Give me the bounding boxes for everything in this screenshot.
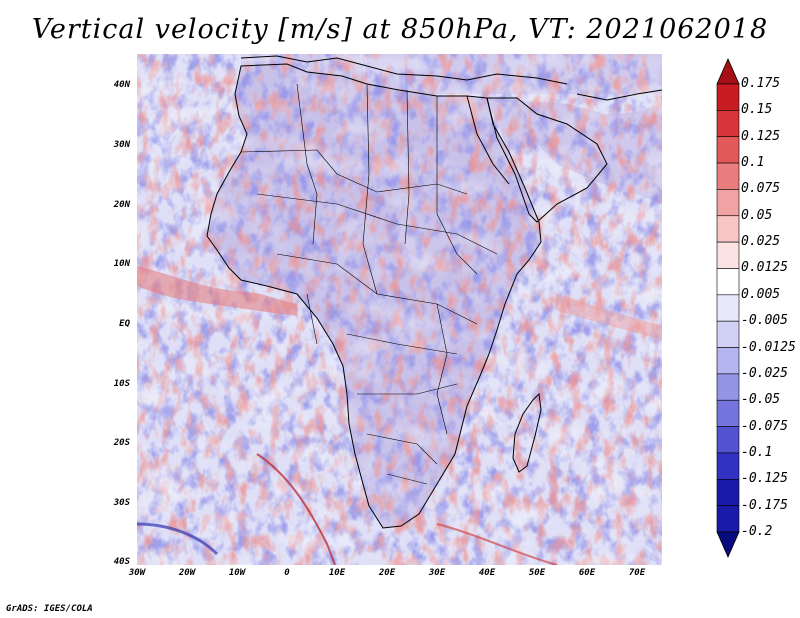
calm-texture bbox=[137, 54, 662, 565]
frontal-line-3 bbox=[436, 523, 558, 565]
frontal-line-1 bbox=[256, 453, 336, 565]
colorbar-label: 0.175 bbox=[741, 76, 781, 91]
colorbar-label: 0.005 bbox=[741, 286, 781, 302]
colorbar-segment bbox=[716, 373, 740, 401]
colorbar-segment bbox=[716, 399, 740, 427]
colorbar-label: -0.0125 bbox=[741, 339, 796, 355]
frontal-line-2 bbox=[137, 522, 219, 556]
map-frame bbox=[137, 54, 662, 565]
colorbar-label: -0.025 bbox=[741, 365, 788, 381]
colorbar-segment bbox=[716, 189, 740, 217]
colorbar-segment bbox=[716, 320, 740, 348]
colorbar-label: -0.075 bbox=[741, 418, 788, 434]
colorbar-label: 0.125 bbox=[741, 128, 781, 144]
colorbar-segment bbox=[716, 241, 740, 269]
colorbar-top-arrow bbox=[716, 58, 740, 85]
indian-ocean-band bbox=[555, 294, 662, 340]
colorbar-segment bbox=[716, 162, 740, 190]
colorbar-label: -0.125 bbox=[741, 471, 788, 487]
colorbar-label: 0.05 bbox=[741, 207, 773, 223]
lat-label-40s: 40S bbox=[113, 557, 130, 567]
colorbar-label: 0.025 bbox=[741, 234, 781, 250]
colorbar-label: -0.005 bbox=[741, 313, 788, 329]
lon-label-10w: 10W bbox=[228, 568, 246, 578]
coastlines bbox=[206, 55, 662, 529]
colorbar-segment bbox=[716, 268, 740, 296]
lon-label-50e: 50E bbox=[528, 568, 546, 578]
colorbar-label: -0.175 bbox=[741, 497, 788, 513]
colorbar-segment bbox=[716, 83, 740, 111]
itcz-band bbox=[137, 266, 297, 316]
lon-label-10e: 10E bbox=[328, 568, 346, 578]
colorbar-segment bbox=[716, 505, 740, 533]
colorbar-segment bbox=[716, 452, 740, 480]
credit-text: GrADS: IGES/COLA bbox=[6, 604, 93, 614]
lat-label-30n: 30N bbox=[113, 140, 130, 150]
lat-label-10n: 10N bbox=[113, 259, 130, 269]
lon-label-70e: 70E bbox=[628, 568, 646, 578]
colorbar-segment bbox=[716, 215, 740, 243]
lon-label-0: 0 bbox=[284, 568, 290, 578]
lon-label-40e: 40E bbox=[478, 568, 496, 578]
chart-title: Vertical velocity [m/s] at 850hPa, VT: 2… bbox=[31, 14, 769, 45]
lat-label-20n: 20N bbox=[113, 200, 130, 210]
lon-label-30e: 30E bbox=[428, 568, 446, 578]
colorbar-label: -0.1 bbox=[741, 444, 773, 460]
lon-label-20e: 20E bbox=[378, 568, 396, 578]
lon-label-20w: 20W bbox=[178, 568, 196, 578]
lat-label-eq: EQ bbox=[119, 319, 130, 329]
colorbar-segment bbox=[716, 110, 740, 138]
colorbar-label: 0.075 bbox=[741, 181, 781, 197]
lat-label-20s: 20S bbox=[113, 438, 130, 448]
colorbar-segment bbox=[716, 136, 740, 164]
colorbar bbox=[716, 58, 740, 558]
colorbar-segment bbox=[716, 426, 740, 454]
lat-label-30s: 30S bbox=[113, 498, 130, 508]
lat-label-40n: 40N bbox=[113, 80, 130, 90]
colorbar-label: 0.15 bbox=[741, 102, 773, 118]
lon-label-30w: 30W bbox=[128, 568, 146, 578]
lon-label-60e: 60E bbox=[578, 568, 596, 578]
colorbar-segment bbox=[716, 478, 740, 506]
colorbar-label: 0.1 bbox=[741, 155, 765, 171]
lat-label-10s: 10S bbox=[113, 379, 130, 389]
colorbar-bottom-arrow bbox=[716, 531, 740, 558]
colorbar-label: 0.0125 bbox=[741, 260, 788, 276]
colorbar-label: -0.2 bbox=[741, 524, 773, 539]
colorbar-label: -0.05 bbox=[741, 392, 781, 408]
colorbar-segment bbox=[716, 294, 740, 322]
country-borders bbox=[240, 83, 498, 485]
colorbar-segment bbox=[716, 347, 740, 375]
